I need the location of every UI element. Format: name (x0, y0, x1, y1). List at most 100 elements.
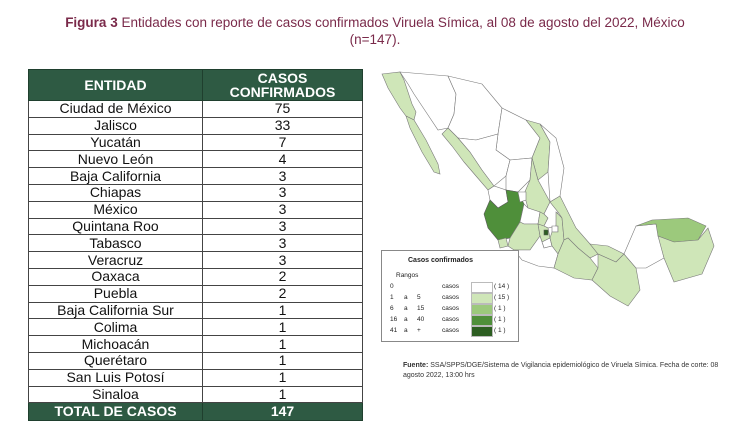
legend-unit: casos (442, 283, 459, 290)
legend-a: a (404, 294, 408, 301)
cell-entidad: Quintana Roo (28, 217, 203, 236)
legend-count: ( 15 ) (494, 294, 510, 301)
table-row: Veracruz 3 (28, 251, 363, 269)
table-row: Quintana Roo 3 (28, 217, 363, 236)
legend-swatch (471, 326, 493, 337)
source-label: Fuente: (403, 362, 429, 369)
legend-to: + (417, 327, 421, 334)
figure-caption: Figura 3 Entidades con reporte de casos … (0, 14, 750, 48)
cell-entidad: Querétaro (28, 351, 203, 370)
cell-entidad: México (28, 200, 203, 219)
legend-from: 6 (390, 305, 394, 312)
table-row: Querétaro 1 (28, 351, 363, 370)
legend-title: Casos confirmados (408, 257, 473, 264)
table-row: Michoacán 1 (28, 335, 363, 353)
cell-casos: 2 (202, 267, 363, 286)
cell-entidad: Tabasco (28, 234, 203, 253)
total-label: TOTAL DE CASOS (28, 402, 203, 422)
table-row: Sinaloa 1 (28, 385, 363, 404)
legend-to: 15 (417, 305, 425, 312)
cell-casos: 1 (202, 368, 363, 387)
table-row: Baja California Sur 1 (28, 301, 363, 320)
table-row: Colima 1 (28, 318, 363, 337)
caption-n: (n=147). (349, 32, 401, 47)
cell-casos: 33 (202, 116, 363, 135)
table-row: San Luis Potosí 1 (28, 368, 363, 387)
header-casos-line1: CASOS (257, 70, 308, 86)
map-state-coahuila (495, 107, 541, 161)
map-legend: Casos confirmados Rangos 0 casos ( 14 ) 1 a 5… (381, 250, 519, 342)
cell-entidad: Baja California (28, 167, 203, 185)
map-state-baja-california-sur (405, 115, 441, 175)
table-row: Chiapas 3 (28, 183, 363, 202)
legend-swatch (471, 304, 493, 315)
cell-entidad: Baja California Sur (28, 301, 203, 320)
table-row: Baja California 3 (28, 167, 363, 185)
legend-from: 41 (390, 327, 398, 334)
cell-entidad: Nuevo León (28, 150, 203, 169)
table-row: Jalisco 33 (28, 116, 363, 135)
legend-row: 16 a 40 casos ( 1 ) (390, 315, 514, 326)
legend-count: ( 1 ) (494, 327, 506, 334)
cell-casos: 3 (202, 217, 363, 236)
map-state-guerrero (513, 235, 559, 269)
table-row: México 3 (28, 200, 363, 219)
cell-casos: 2 (202, 284, 363, 303)
legend-a: a (404, 327, 408, 334)
map-state-baja-california (381, 71, 417, 121)
legend-row: 1 a 5 casos ( 15 ) (390, 293, 514, 304)
cell-casos: 3 (202, 167, 363, 185)
legend-to: 40 (417, 316, 425, 323)
cell-casos: 3 (202, 234, 363, 253)
table-row: Ciudad de México 75 (28, 100, 363, 118)
table-body: Ciudad de México 75 Jalisco 33 Yucatán 7 Nuevo… (28, 100, 363, 422)
map-state-quintana-roo (657, 227, 715, 283)
legend-swatch (471, 293, 493, 304)
cell-entidad: Michoacán (28, 335, 203, 353)
cell-entidad: San Luis Potosí (28, 368, 203, 387)
cell-entidad: Jalisco (28, 116, 203, 135)
cell-entidad: Sinaloa (28, 385, 203, 404)
cell-entidad: Veracruz (28, 251, 203, 269)
cell-entidad: Ciudad de México (28, 100, 203, 118)
legend-from: 16 (390, 316, 398, 323)
table-row: Tabasco 3 (28, 234, 363, 253)
figure-label: Figura 3 (65, 15, 118, 30)
cell-entidad: Oaxaca (28, 267, 203, 286)
cell-casos: 3 (202, 200, 363, 219)
legend-swatch (471, 315, 493, 326)
cell-entidad: Colima (28, 318, 203, 337)
cell-casos: 1 (202, 301, 363, 320)
mexico-map (381, 71, 715, 307)
header-entidad: ENTIDAD (28, 69, 203, 101)
legend-a: a (404, 305, 408, 312)
total-value: 147 (202, 402, 363, 422)
table-header-row: ENTIDAD CASOS CONFIRMADOS (28, 69, 363, 101)
map-state-colima (497, 237, 509, 249)
cell-casos: 1 (202, 351, 363, 370)
legend-to: 5 (417, 294, 421, 301)
legend-unit: casos (442, 294, 459, 301)
header-casos: CASOS CONFIRMADOS (202, 69, 363, 101)
legend-unit: casos (442, 327, 459, 334)
table-row: Yucatán 7 (28, 133, 363, 152)
cell-casos: 4 (202, 150, 363, 169)
cell-casos: 75 (202, 100, 363, 118)
table-row: Nuevo León 4 (28, 150, 363, 169)
source-note: Fuente: SSA/SPPS/DGE/Sistema de Vigilanc… (403, 361, 733, 381)
legend-a: a (404, 316, 408, 323)
legend-row: 0 casos ( 14 ) (390, 282, 514, 293)
legend-count: ( 1 ) (494, 305, 506, 312)
cell-casos: 3 (202, 251, 363, 269)
legend-from: 1 (390, 294, 394, 301)
map-state-chihuahua (447, 75, 503, 141)
cell-casos: 1 (202, 318, 363, 337)
map-state-aguascalientes (517, 191, 527, 203)
cell-entidad: Puebla (28, 284, 203, 303)
legend-unit: casos (442, 316, 459, 323)
cell-casos: 3 (202, 183, 363, 202)
cell-casos: 7 (202, 133, 363, 152)
cell-entidad: Chiapas (28, 183, 203, 202)
legend-count: ( 14 ) (494, 283, 510, 290)
legend-unit: casos (442, 305, 459, 312)
